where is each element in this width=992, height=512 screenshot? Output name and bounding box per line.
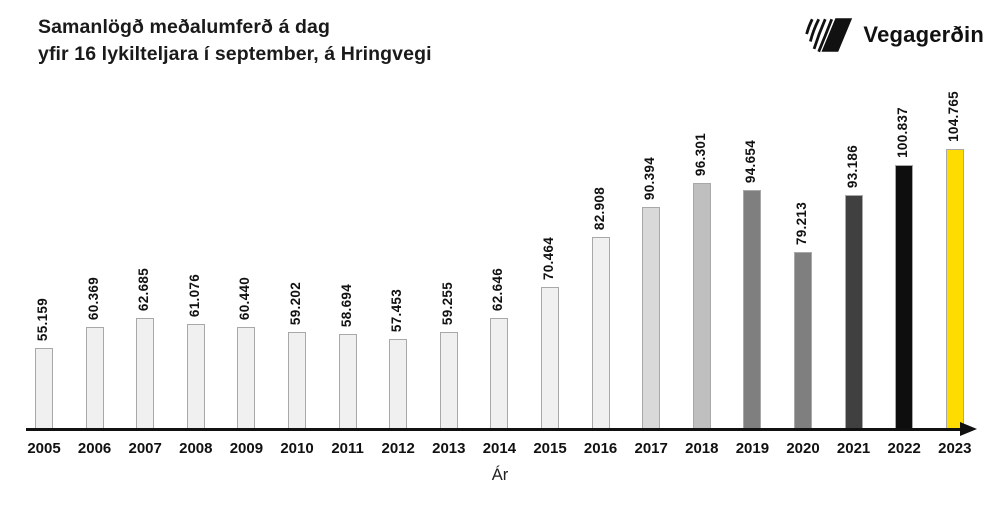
bar-2022 — [895, 165, 914, 429]
x-tick-label-2005: 2005 — [27, 440, 61, 457]
vegagerdin-logo: Vegagerðin — [802, 14, 984, 56]
x-tick-label-2019: 2019 — [735, 440, 770, 457]
bar-2007 — [136, 318, 155, 429]
bar-value-label-2016: 82.908 — [591, 186, 607, 230]
bar-2021 — [844, 195, 863, 429]
bar-2015 — [541, 287, 559, 429]
bar-value-label-2007: 62.685 — [136, 267, 152, 311]
bar-value-label-2005: 55.159 — [35, 297, 50, 341]
bar-2020 — [794, 252, 812, 429]
bar-2019 — [743, 190, 762, 429]
bar-2006 — [85, 327, 104, 429]
bar-value-label-2019: 94.654 — [743, 139, 759, 183]
bar-2005 — [35, 348, 53, 429]
x-tick-label-2016: 2016 — [583, 440, 618, 457]
bar-2023 — [945, 149, 964, 429]
x-tick-label-2015: 2015 — [533, 440, 567, 457]
bar-value-label-2012: 57.453 — [389, 288, 405, 332]
x-tick-label-2018: 2018 — [685, 440, 719, 457]
bar-value-label-2011: 58.694 — [338, 283, 354, 327]
chart-title: Samanlögð meðalumferð á dag yfir 16 lyki… — [38, 14, 432, 68]
bar-value-label-2015: 70.464 — [541, 236, 556, 280]
vegagerdin-logo-icon — [805, 18, 853, 53]
x-tick-label-2010: 2010 — [280, 440, 314, 457]
bar-value-label-2014: 62.646 — [490, 267, 506, 311]
x-tick-label-2014: 2014 — [482, 440, 517, 457]
bar-value-label-2006: 60.369 — [85, 276, 101, 320]
bar-value-label-2013: 59.255 — [439, 281, 455, 325]
bar-value-label-2020: 79.213 — [794, 201, 809, 245]
x-tick-label-2017: 2017 — [634, 440, 668, 457]
x-axis-label: Ár — [491, 466, 509, 484]
bar-2008 — [186, 324, 205, 429]
bar-value-label-2022: 100.837 — [895, 107, 911, 158]
x-tick-label-2020: 2020 — [786, 440, 820, 457]
bar-value-label-2010: 59.202 — [288, 281, 303, 325]
bar-2014 — [490, 318, 509, 429]
x-tick-label-2009: 2009 — [229, 440, 264, 457]
x-tick-label-2023: 2023 — [938, 440, 972, 457]
x-tick-label-2011: 2011 — [331, 440, 364, 457]
bar-2010 — [288, 332, 306, 429]
x-tick-label-2013: 2013 — [432, 440, 466, 457]
bar-value-label-2021: 93.186 — [844, 144, 860, 188]
bar-2011 — [338, 334, 357, 429]
bar-2012 — [389, 339, 408, 429]
x-tick-label-2021: 2021 — [836, 440, 871, 457]
bar-2017 — [642, 207, 661, 429]
chart-title-line1: Samanlögð meðalumferð á dag — [38, 16, 331, 38]
x-axis-line — [26, 428, 964, 431]
x-tick-label-2012: 2012 — [381, 440, 415, 457]
bar-value-label-2009: 60.440 — [237, 276, 253, 320]
bar-2018 — [692, 183, 711, 429]
x-tick-label-2008: 2008 — [179, 440, 213, 457]
bar-value-label-2023: 104.765 — [945, 91, 961, 142]
bar-value-label-2017: 90.394 — [642, 156, 658, 200]
bar-2016 — [591, 237, 610, 429]
vegagerdin-logo-text: Vegagerðin — [863, 22, 984, 47]
chart-title-line2: yfir 16 lykilteljara í september, á Hrin… — [38, 43, 432, 65]
x-axis-arrow-icon — [960, 422, 977, 436]
bar-value-label-2018: 96.301 — [692, 132, 708, 176]
x-tick-label-2022: 2022 — [887, 440, 921, 457]
x-tick-label-2006: 2006 — [77, 440, 112, 457]
bar-value-label-2008: 61.076 — [186, 273, 202, 317]
x-tick-label-2007: 2007 — [128, 440, 162, 457]
bar-2009 — [237, 327, 256, 429]
bar-2013 — [439, 332, 458, 429]
